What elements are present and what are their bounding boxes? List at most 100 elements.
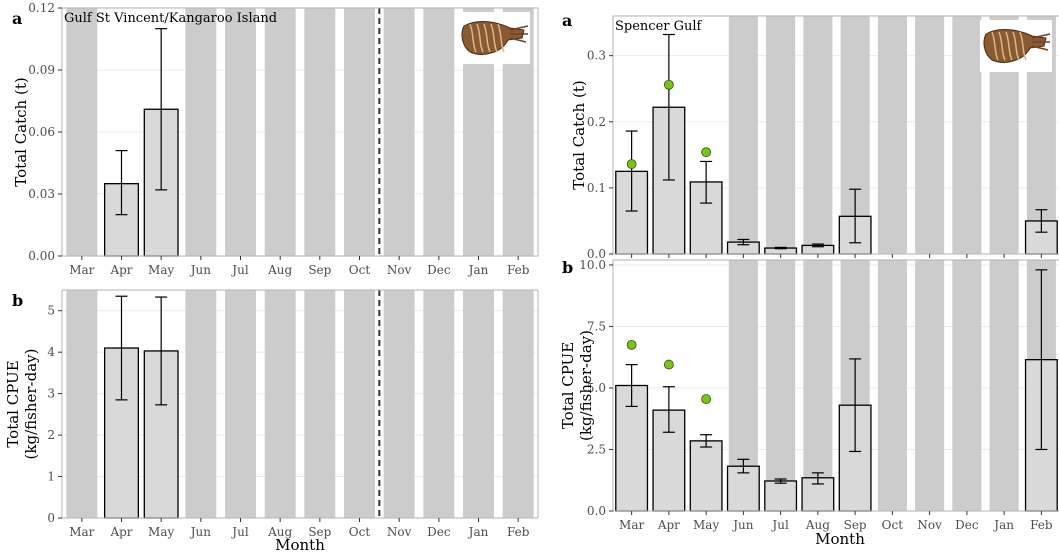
error-bar-feb — [1035, 269, 1048, 451]
y-tick-label: 3 — [47, 387, 55, 401]
x-tick-label: Apr — [109, 263, 132, 277]
x-tick-label: Dec — [427, 525, 451, 539]
y-axis-label: Total CPUE(kg/fisher-day) — [559, 330, 595, 441]
cuttlefish-stripe — [490, 23, 498, 53]
y-tick-label: 2 — [47, 428, 55, 442]
x-tick-label: Jul — [230, 525, 249, 539]
error-bar-sep — [849, 188, 862, 244]
x-tick-label: May — [148, 525, 174, 539]
bar-jul — [764, 480, 798, 512]
y-tick-label: 0.0 — [587, 504, 606, 518]
cuttlefish-stripe — [998, 31, 1006, 61]
cuttlefish-body — [983, 29, 1047, 63]
error-bar-mar — [625, 363, 638, 408]
x-tick-label: May — [148, 263, 174, 277]
y-axis-label-line: Total Catch (t) — [12, 77, 30, 186]
panel-sg-cpue: 0.0 2.5 5.0 7.5 10.0 Mar Apr May Jun Jul Aug Sep Oct… — [559, 258, 1059, 532]
x-tick-label: Jun — [189, 263, 212, 277]
cuttlefish-stripe — [497, 23, 505, 53]
error-bar-aug — [811, 472, 824, 485]
error-bar-feb — [1035, 209, 1048, 233]
y-tick-label: 0.09 — [28, 63, 55, 77]
y-axis-label: Total Catch (t) — [12, 77, 30, 186]
x-tick-label: Aug — [267, 263, 292, 277]
closure-band-feb — [502, 290, 534, 518]
panel-tag: a — [562, 11, 572, 30]
closure-band-mar — [66, 290, 98, 518]
y-tick-label: 5.0 — [587, 381, 606, 395]
closure-band-jul — [225, 8, 256, 256]
y-tick-label: 4 — [47, 345, 55, 359]
panel-tag: b — [12, 291, 23, 310]
x-tick-label: Feb — [1030, 518, 1053, 532]
panel-border — [612, 259, 1059, 512]
closure-band-jun — [728, 16, 758, 254]
x-tick-label: Jul — [230, 263, 249, 277]
closure-band-dec — [423, 8, 455, 256]
cuttlefish-stripe — [1005, 31, 1013, 61]
y-axis-label-line: Total Catch (t) — [570, 80, 588, 189]
y-tick-label: 2.5 — [587, 442, 606, 456]
point-may — [701, 147, 712, 158]
x-tick-label: Jun — [731, 518, 754, 532]
cuttlefish-stripe — [476, 23, 484, 53]
x-tick-label: Nov — [917, 518, 942, 532]
x-tick-label: Sep — [844, 518, 867, 532]
y-tick-label: 5 — [47, 304, 55, 318]
x-tick-label: Mar — [619, 518, 644, 532]
x-tick-label: Oct — [882, 518, 904, 532]
x-tick-label: Sep — [308, 263, 331, 277]
closure-band-dec — [423, 290, 455, 518]
cuttlefish-arms — [509, 25, 529, 43]
closure-band-jul — [766, 260, 796, 511]
cuttlefish-stripe — [1019, 31, 1027, 61]
x-tick-label: Oct — [349, 263, 371, 277]
error-bar-jul — [774, 246, 787, 250]
x-tick-label: Nov — [387, 525, 412, 539]
y-axis-label: Total Catch (t) — [570, 80, 588, 189]
y-tick-label: 0.0 — [587, 247, 606, 261]
error-bar-jun — [737, 238, 750, 246]
x-axis-label-right: Month — [815, 530, 865, 548]
x-tick-label: Jan — [467, 525, 489, 539]
cuttlefish-stripe — [469, 23, 477, 53]
x-tick-label: Aug — [267, 525, 292, 539]
y-axis-label-line: (kg/fisher-day) — [22, 349, 40, 460]
closure-band-oct — [877, 16, 907, 254]
y-tick-label: 0.2 — [587, 115, 606, 129]
error-bar-sep — [849, 358, 862, 453]
closure-band-jan — [463, 290, 494, 518]
point-mar — [626, 339, 637, 350]
x-tick-label: Dec — [955, 518, 979, 532]
cuttlefish-icon — [980, 20, 1052, 72]
panel-title: Gulf St Vincent/Kangaroo Island — [64, 11, 277, 26]
cuttlefish-icon — [458, 12, 530, 64]
panel-tag: b — [562, 258, 573, 277]
x-tick-label: Apr — [109, 525, 132, 539]
closure-band-jun — [185, 290, 217, 518]
point-mar — [626, 159, 637, 169]
error-bar-apr — [115, 150, 128, 216]
error-bar-apr — [662, 386, 675, 433]
closure-band-aug — [264, 8, 296, 256]
x-tick-label: Jun — [189, 525, 212, 539]
closure-band-mar — [66, 8, 98, 256]
panel-sg-catch: 0.00.10.20.3MarAprMayJunJulAugSepOctNovD… — [562, 11, 1059, 275]
error-bar-aug — [811, 243, 824, 248]
x-tick-label: Feb — [507, 263, 530, 277]
x-tick-label: Feb — [507, 525, 530, 539]
x-tick-label: Nov — [387, 263, 412, 277]
closure-band-nov — [383, 290, 415, 518]
x-tick-label: May — [693, 518, 719, 532]
y-axis-label: Total CPUE(kg/fisher-day) — [4, 349, 40, 460]
y-tick-label: 0 — [47, 511, 55, 525]
closure-band-jul — [766, 16, 796, 254]
closure-band-aug — [264, 290, 296, 518]
plot-background — [62, 290, 538, 518]
x-axis-label-left: Month — [275, 536, 325, 553]
error-bar-may — [155, 28, 168, 191]
closure-band-jan — [989, 260, 1019, 511]
y-tick-label: 7.5 — [587, 319, 606, 333]
x-tick-label: Dec — [427, 263, 451, 277]
